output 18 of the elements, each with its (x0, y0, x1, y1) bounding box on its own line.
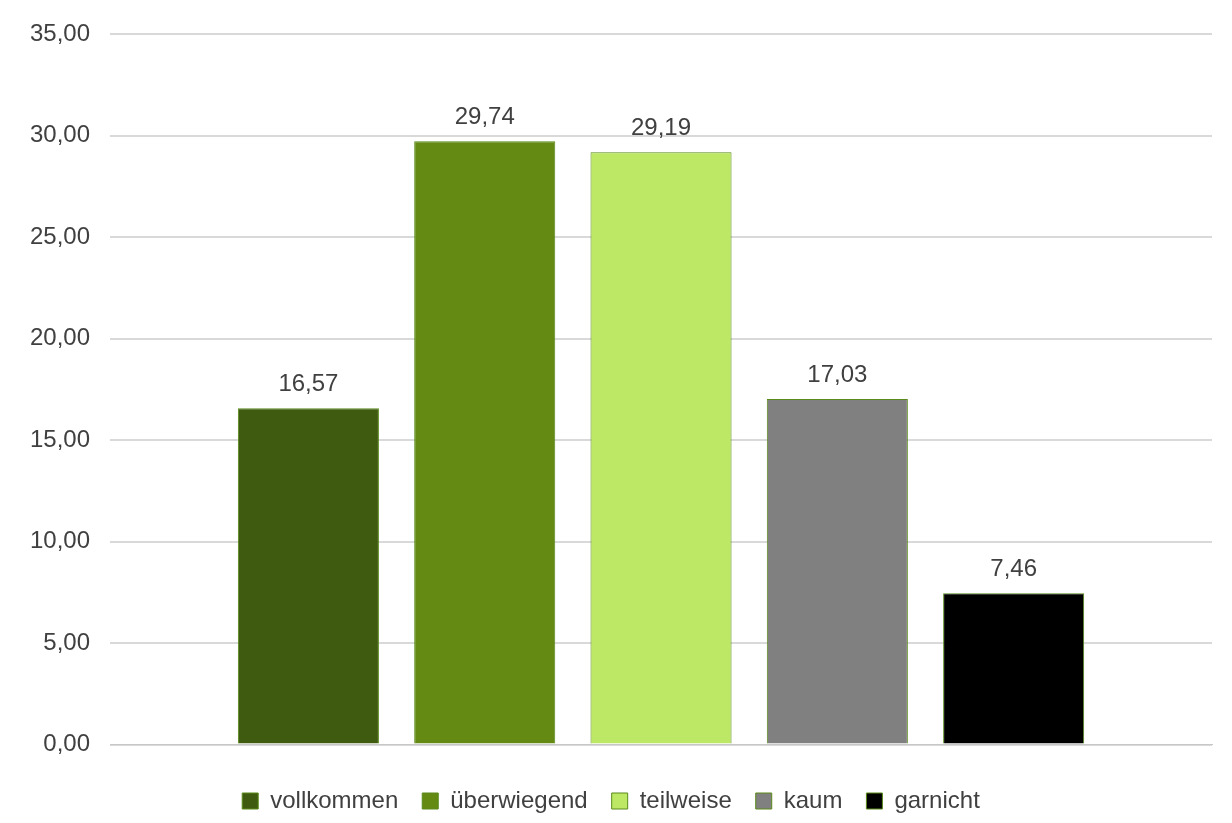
legend-label: garnicht (894, 785, 981, 813)
y-tick-label: 20,00 (30, 323, 91, 351)
legend-label: überwiegend (450, 785, 588, 813)
y-tick-label: 35,00 (30, 19, 91, 47)
y-tick-label: 25,00 (30, 221, 91, 249)
y-tick-label: 10,00 (30, 526, 91, 554)
y-tick-label: 0,00 (43, 729, 91, 757)
y-tick-label: 30,00 (30, 120, 91, 148)
y-tick-label: 5,00 (43, 627, 91, 655)
y-tick-label: 15,00 (30, 424, 91, 452)
data-label: 29,19 (631, 112, 692, 140)
data-label: 29,74 (454, 101, 515, 129)
data-label: 16,57 (278, 369, 339, 396)
legend-label: vollkommen (270, 785, 399, 813)
data-label: 17,03 (807, 359, 868, 387)
data-label: 7,46 (990, 553, 1038, 581)
legend-label: kaum (783, 785, 843, 813)
legend-label: teilweise (639, 785, 732, 813)
